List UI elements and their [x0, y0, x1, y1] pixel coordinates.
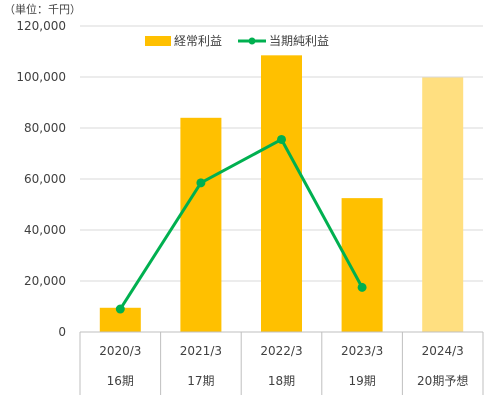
bar-series	[99, 55, 464, 332]
y-tick-label: 60,000	[24, 172, 66, 186]
x-category-label: 2021/3	[180, 344, 222, 358]
line-point	[115, 304, 125, 314]
legend: 経常利益 当期純利益	[145, 34, 329, 48]
legend-label-bar: 経常利益	[174, 34, 222, 48]
y-tick-label: 40,000	[24, 223, 66, 237]
y-axis: 120,000 100,000 80,000 60,000 40,000 20,000 0	[16, 19, 66, 339]
legend-label-line: 当期純利益	[269, 34, 329, 48]
y-tick-label: 0	[58, 325, 66, 339]
bar	[422, 77, 464, 332]
line-path	[119, 137, 364, 310]
x-period-label: 17期	[187, 374, 214, 388]
bar	[180, 117, 222, 332]
legend-swatch-bar	[145, 36, 171, 46]
y-tick-label: 120,000	[16, 19, 66, 33]
x-category-label: 2024/3	[422, 344, 464, 358]
line-point	[196, 178, 206, 188]
x-category-label: 2020/3	[99, 344, 141, 358]
line-point	[357, 282, 367, 292]
bar	[261, 55, 302, 332]
x-period-label: 20期予想	[417, 373, 468, 388]
line-point	[277, 134, 286, 144]
y-tick-label: 20,000	[24, 274, 66, 288]
x-period-label: 19期	[348, 374, 375, 388]
unit-label: （単位：千円）	[4, 2, 81, 16]
line-series	[115, 134, 367, 314]
y-tick-label: 80,000	[24, 121, 66, 135]
x-category-label: 2023/3	[341, 344, 383, 358]
x-category-label: 2022/3	[260, 344, 302, 358]
x-axis-table: 2020/3 2021/3 2022/3 2023/3 2024/3 16期 17期 18期 1…	[79, 331, 484, 395]
x-period-label: 16期	[107, 374, 134, 388]
x-period-label: 18期	[268, 374, 295, 388]
legend-swatch-marker	[248, 37, 256, 45]
bar	[341, 198, 383, 332]
y-tick-label: 100,000	[16, 70, 66, 84]
